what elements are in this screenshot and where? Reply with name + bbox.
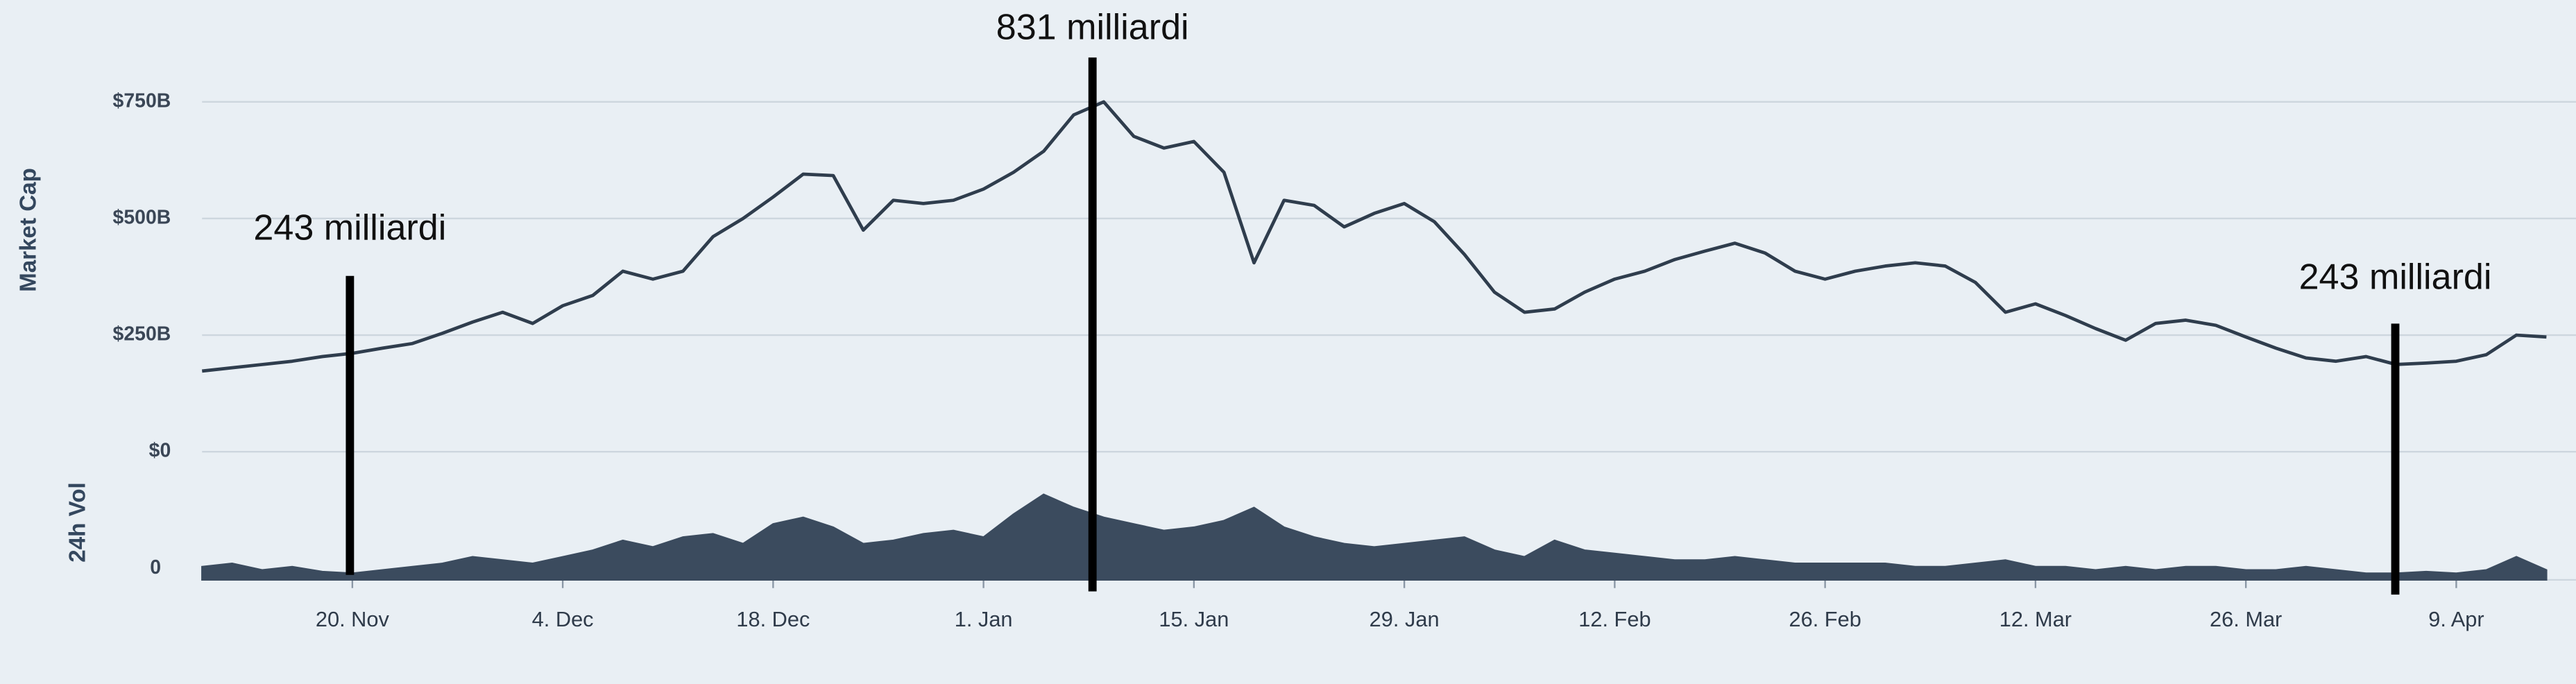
y2-tick-label: 0 (150, 556, 161, 579)
annotation: 243 milliardi (253, 207, 446, 248)
x-tick-label: 29. Jan (1370, 607, 1440, 631)
x-tick-label: 20. Nov (316, 607, 390, 631)
annotation: 831 milliardi (996, 7, 1189, 47)
area (201, 493, 2548, 581)
x-tick-label: 26. Mar (2210, 607, 2282, 631)
annotation: 243 milliardi (2299, 257, 2492, 297)
y-tick-label: $750B (113, 89, 171, 112)
x-tick-label: 26. Feb (1789, 607, 1861, 631)
x-tick-label: 15. Jan (1159, 607, 1229, 631)
x-tick-label: 9. Apr (2428, 607, 2484, 631)
x-tick-label: 4. Dec (532, 607, 594, 631)
y-tick-label: $500B (113, 206, 171, 228)
x-tick-label: 1. Jan (955, 607, 1013, 631)
x-tick-label: 12. Mar (1999, 607, 2072, 631)
y-tick-label: $0 (149, 440, 171, 462)
line (202, 100, 2547, 373)
y-axis-title: Market Cap (15, 168, 41, 292)
y-tick-label: $250B (113, 323, 171, 345)
x-tick-label: 12. Feb (1578, 607, 1650, 631)
x-tick-label: 18. Dec (736, 607, 810, 631)
y2-axis-title: 24h Vol (65, 482, 90, 562)
